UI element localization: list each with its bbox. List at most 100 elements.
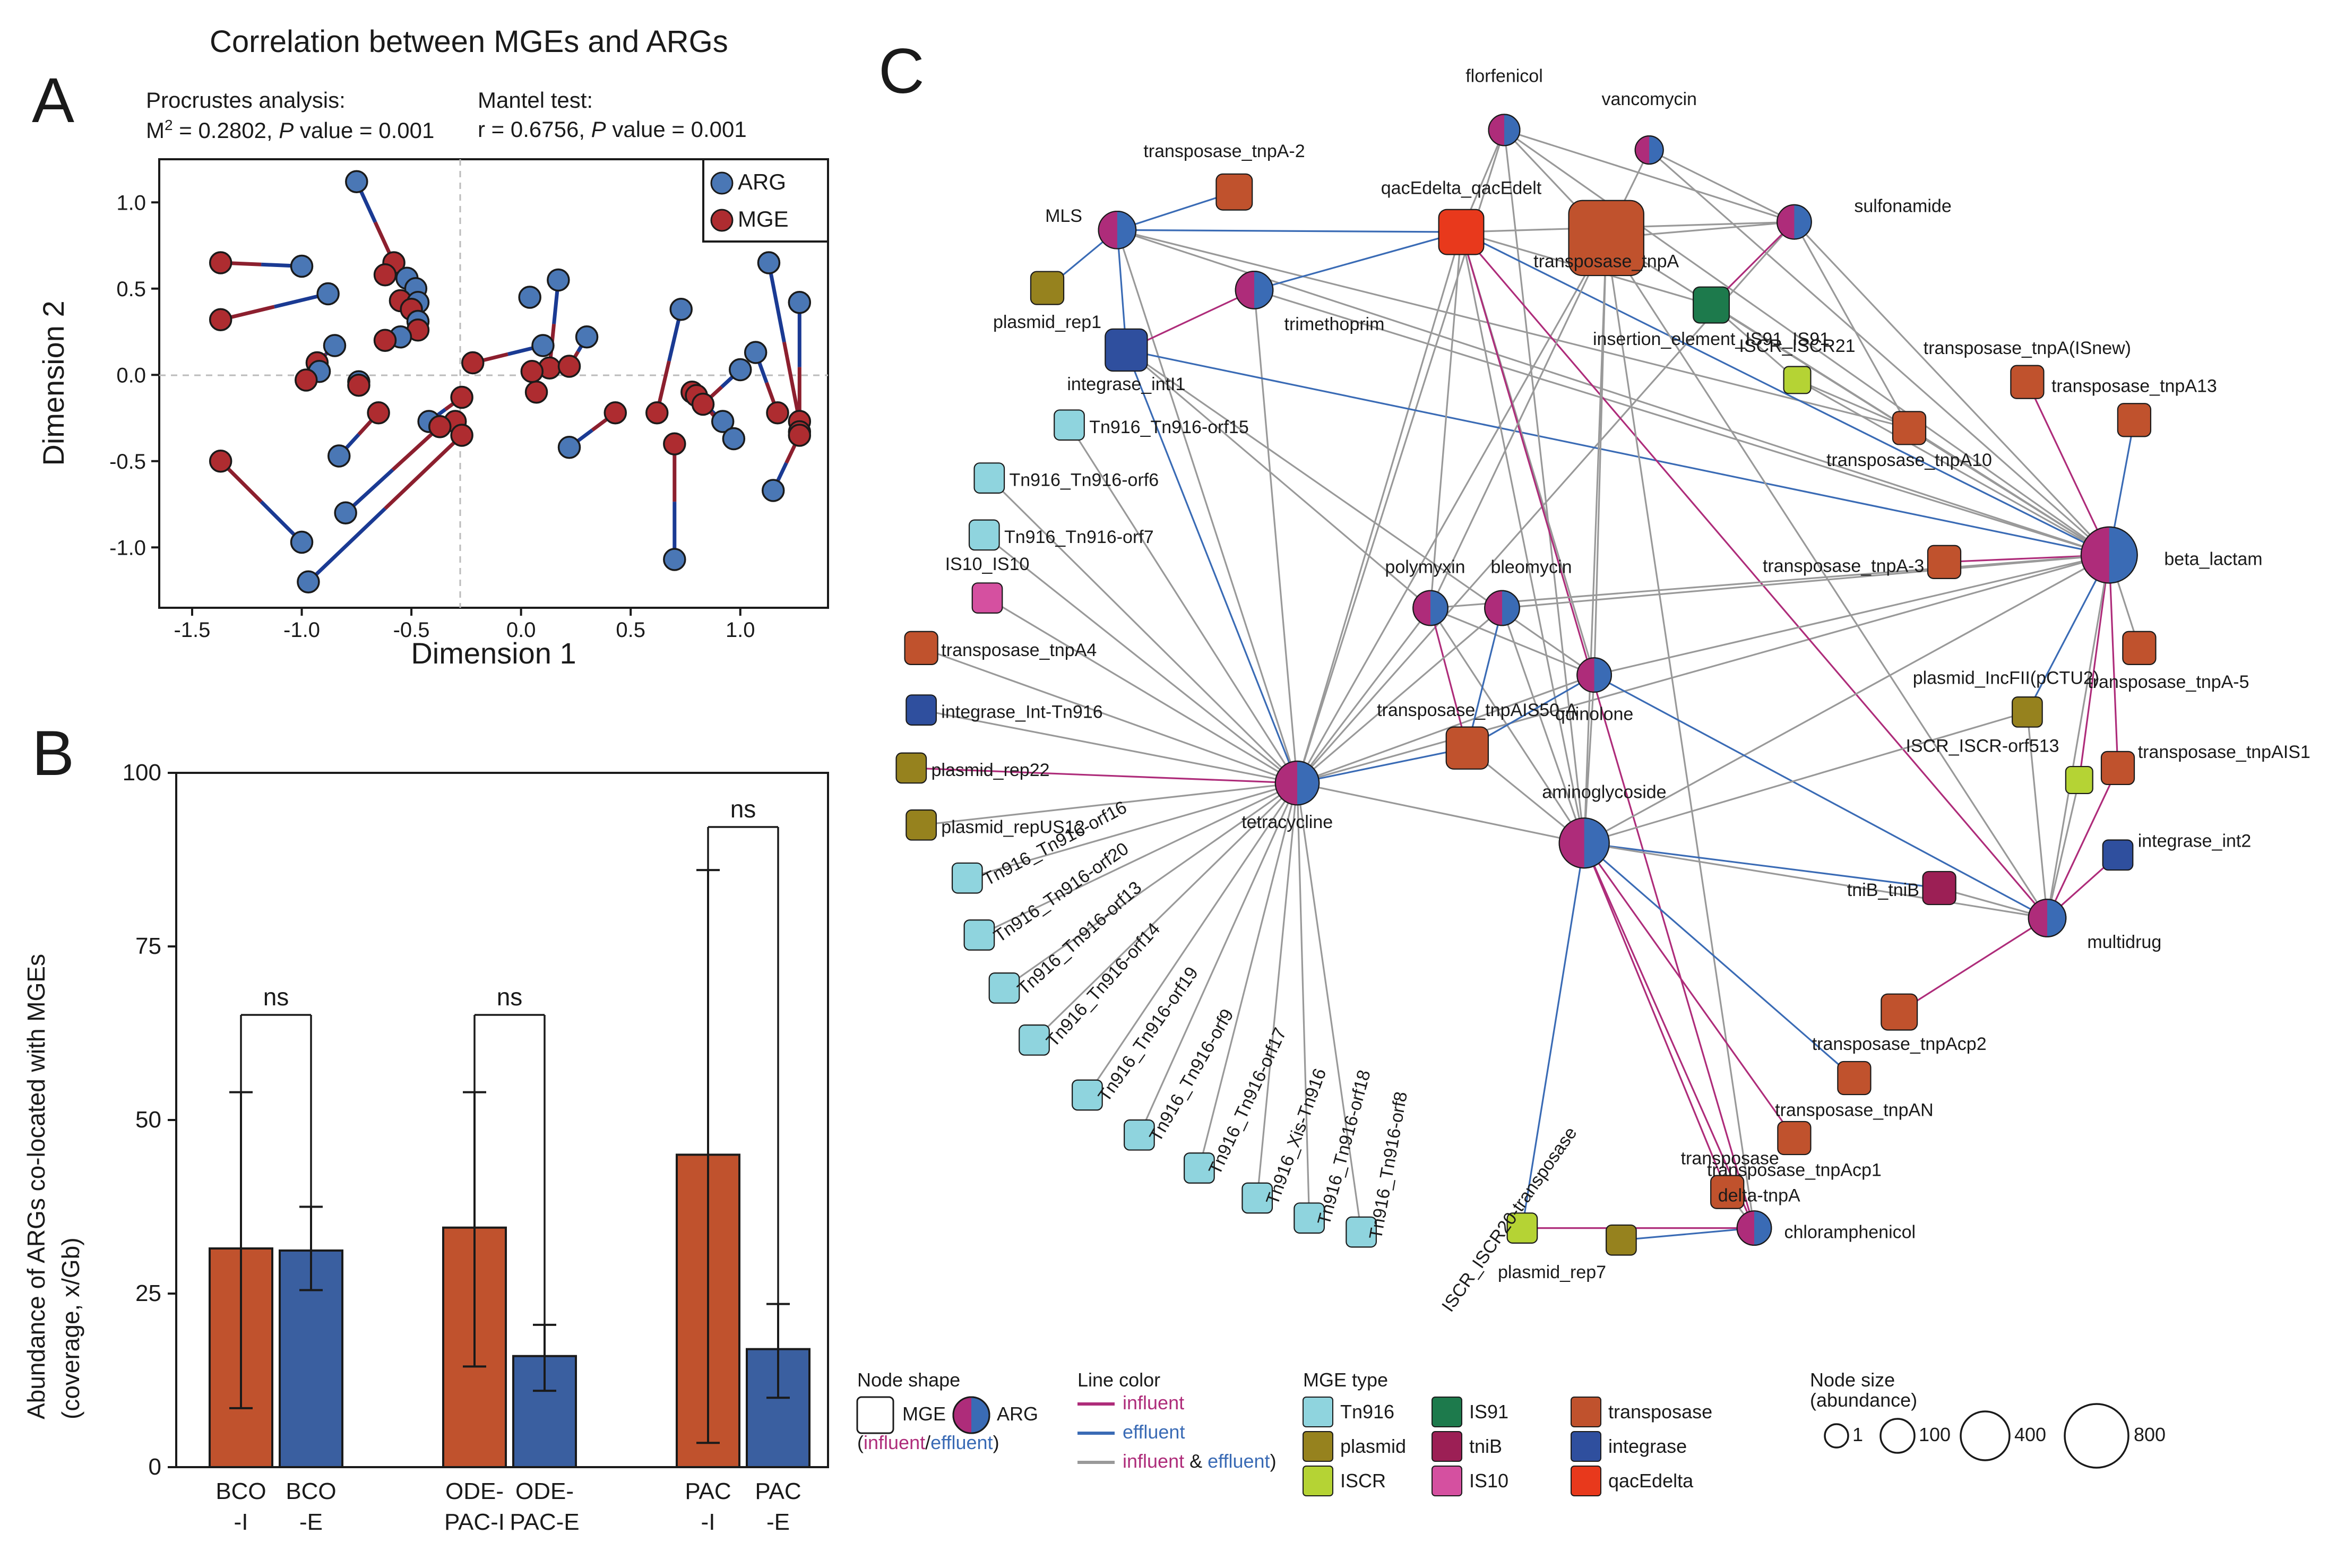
svg-text:50: 50	[135, 1107, 161, 1133]
svg-text:transposase_tnpA: transposase_tnpA	[1533, 251, 1679, 271]
svg-text:1.0: 1.0	[726, 618, 755, 642]
svg-text:integrase_int2: integrase_int2	[2138, 831, 2252, 851]
svg-text:-I: -I	[701, 1509, 715, 1535]
svg-text:transposase_tnpA4: transposase_tnpA4	[941, 640, 1097, 660]
svg-text:tniB_tniB: tniB_tniB	[1847, 880, 1919, 900]
svg-text:ISCR_ISCR-orf513: ISCR_ISCR-orf513	[1905, 736, 2059, 756]
svg-text:Tn916_Xis-Tn916: Tn916_Xis-Tn916	[1262, 1066, 1330, 1208]
svg-text:chloramphenicol: chloramphenicol	[1784, 1222, 1916, 1242]
svg-text:Tn916_Tn916-orf7: Tn916_Tn916-orf7	[1004, 527, 1154, 547]
svg-text:ISCR: ISCR	[1340, 1470, 1386, 1492]
svg-text:IS10: IS10	[1469, 1470, 1508, 1492]
svg-text:-1.0: -1.0	[109, 536, 146, 559]
svg-text:qacEdelta: qacEdelta	[1608, 1470, 1694, 1492]
svg-text:transposase_tnpAcp2: transposase_tnpAcp2	[1812, 1034, 1987, 1054]
svg-text:Tn916_Tn916-orf8: Tn916_Tn916-orf8	[1366, 1090, 1411, 1241]
svg-text:plasmid_rep1: plasmid_rep1	[993, 312, 1101, 332]
svg-text:(influent/effluent): (influent/effluent)	[857, 1432, 999, 1453]
svg-text:transposase_tnpAN: transposase_tnpAN	[1775, 1100, 1934, 1121]
svg-text:-0.5: -0.5	[109, 450, 146, 473]
svg-text:transposase_tnpA-2: transposase_tnpA-2	[1143, 141, 1305, 161]
svg-text:integrase_Int-Tn916: integrase_Int-Tn916	[941, 702, 1102, 722]
svg-text:integrase_intI1: integrase_intI1	[1067, 374, 1185, 394]
svg-text:800: 800	[2134, 1424, 2166, 1445]
svg-text:plasmid_rep7: plasmid_rep7	[1498, 1262, 1606, 1282]
svg-text:transposase_tnpAIS1: transposase_tnpAIS1	[2138, 742, 2310, 762]
svg-text:tniB: tniB	[1469, 1435, 1502, 1457]
svg-text:transposase_tnpA-5: transposase_tnpA-5	[2088, 672, 2249, 692]
svg-text:100: 100	[123, 760, 161, 786]
svg-text:0.0: 0.0	[116, 364, 146, 387]
svg-text:ISCR_ISCR21: ISCR_ISCR21	[1739, 336, 1855, 356]
svg-text:qacEdelta_qacEdelt: qacEdelta_qacEdelt	[1381, 178, 1542, 199]
svg-text:25: 25	[135, 1280, 161, 1306]
svg-text:Dimension 2: Dimension 2	[37, 300, 70, 466]
svg-text:aminoglycoside: aminoglycoside	[1542, 782, 1666, 802]
svg-text:IS10_IS10: IS10_IS10	[945, 554, 1030, 574]
svg-text:PAC-E: PAC-E	[510, 1509, 579, 1535]
svg-text:ns: ns	[497, 983, 523, 1011]
svg-text:vancomycin: vancomycin	[1601, 89, 1697, 109]
svg-text:Tn916_Tn916-orf15: Tn916_Tn916-orf15	[1089, 417, 1249, 437]
svg-text:ODE-: ODE-	[515, 1478, 574, 1504]
svg-text:0.5: 0.5	[116, 278, 146, 301]
svg-text:Tn916_Tn916-orf6: Tn916_Tn916-orf6	[1010, 470, 1159, 490]
svg-text:ODE-: ODE-	[445, 1478, 504, 1504]
svg-text:plasmid_rep22: plasmid_rep22	[932, 760, 1050, 780]
svg-text:sulfonamide: sulfonamide	[1854, 196, 1951, 216]
svg-text:(abundance): (abundance)	[1810, 1389, 1917, 1411]
svg-text:IS91: IS91	[1469, 1401, 1508, 1423]
svg-text:Line color: Line color	[1077, 1369, 1160, 1391]
svg-text:effluent: effluent	[1123, 1421, 1185, 1443]
svg-text:1.0: 1.0	[116, 191, 146, 214]
svg-text:1: 1	[1852, 1424, 1863, 1445]
svg-text:ARG: ARG	[997, 1403, 1038, 1425]
svg-text:-E: -E	[766, 1509, 790, 1535]
svg-text:-1.5: -1.5	[174, 618, 210, 642]
svg-text:influent & effluent): influent & effluent)	[1123, 1450, 1277, 1472]
svg-text:-E: -E	[299, 1509, 323, 1535]
svg-text:transposase: transposase	[1681, 1149, 1779, 1169]
svg-text:ns: ns	[730, 795, 756, 823]
svg-text:polymyxin: polymyxin	[1385, 557, 1465, 578]
svg-text:transposase_tnpA13: transposase_tnpA13	[2051, 376, 2217, 397]
svg-text:plasmid_IncFII(pCTU2): plasmid_IncFII(pCTU2)	[1913, 668, 2099, 688]
svg-text:ARG: ARG	[738, 169, 786, 194]
svg-text:transposase: transposase	[1608, 1401, 1712, 1423]
svg-text:0.5: 0.5	[616, 618, 645, 642]
svg-text:plasmid: plasmid	[1340, 1435, 1406, 1457]
svg-text:BCO: BCO	[286, 1478, 336, 1504]
svg-text:0: 0	[149, 1454, 161, 1480]
svg-text:Dimension 1: Dimension 1	[411, 636, 576, 670]
svg-text:MGE: MGE	[902, 1403, 946, 1425]
svg-text:MLS: MLS	[1045, 206, 1082, 226]
svg-text:PAC: PAC	[685, 1478, 731, 1504]
svg-text:transposase_tnpA10: transposase_tnpA10	[1826, 450, 1992, 470]
svg-text:MGE: MGE	[738, 206, 789, 231]
svg-text:100: 100	[1919, 1424, 1951, 1445]
svg-text:delta-tnpA: delta-tnpA	[1718, 1186, 1800, 1206]
svg-text:BCO: BCO	[215, 1478, 266, 1504]
svg-text:75: 75	[135, 933, 161, 959]
svg-text:beta_lactam: beta_lactam	[2164, 549, 2262, 569]
svg-text:bleomycin: bleomycin	[1490, 557, 1572, 578]
svg-text:PAC: PAC	[755, 1478, 801, 1504]
svg-text:integrase: integrase	[1608, 1435, 1687, 1457]
svg-text:transposase_tnpAIS50-A: transposase_tnpAIS50-A	[1377, 700, 1577, 720]
svg-text:influent: influent	[1123, 1392, 1184, 1414]
svg-text:Tn916_Tn916-orf13: Tn916_Tn916-orf13	[1014, 877, 1146, 999]
svg-text:Node size: Node size	[1810, 1369, 1895, 1391]
svg-text:ns: ns	[263, 983, 289, 1011]
svg-text:trimethoprim: trimethoprim	[1284, 314, 1385, 334]
svg-text:Tn916_Tn916-orf16: Tn916_Tn916-orf16	[980, 797, 1130, 890]
svg-text:400: 400	[2014, 1424, 2046, 1445]
svg-text:Tn916: Tn916	[1340, 1401, 1394, 1423]
svg-text:PAC-I: PAC-I	[444, 1509, 505, 1535]
svg-text:tetracycline: tetracycline	[1241, 812, 1333, 832]
svg-text:florfenicol: florfenicol	[1465, 66, 1543, 87]
svg-text:transposase_tnpA-3: transposase_tnpA-3	[1763, 556, 1924, 576]
svg-text:-I: -I	[234, 1509, 248, 1535]
svg-text:multidrug: multidrug	[2087, 932, 2161, 952]
svg-text:-1.0: -1.0	[283, 618, 320, 642]
svg-text:Node shape: Node shape	[857, 1369, 960, 1391]
